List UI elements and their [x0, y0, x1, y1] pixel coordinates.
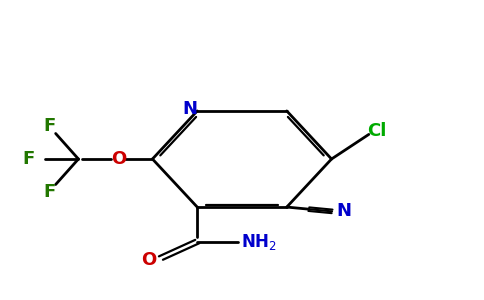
- Text: NH$_2$: NH$_2$: [242, 232, 277, 252]
- Text: F: F: [43, 117, 56, 135]
- Text: N: N: [337, 202, 352, 220]
- Text: N: N: [182, 100, 197, 118]
- Text: O: O: [111, 150, 126, 168]
- Text: Cl: Cl: [367, 122, 386, 140]
- Text: O: O: [141, 251, 156, 269]
- Text: F: F: [22, 150, 35, 168]
- Text: F: F: [43, 183, 56, 201]
